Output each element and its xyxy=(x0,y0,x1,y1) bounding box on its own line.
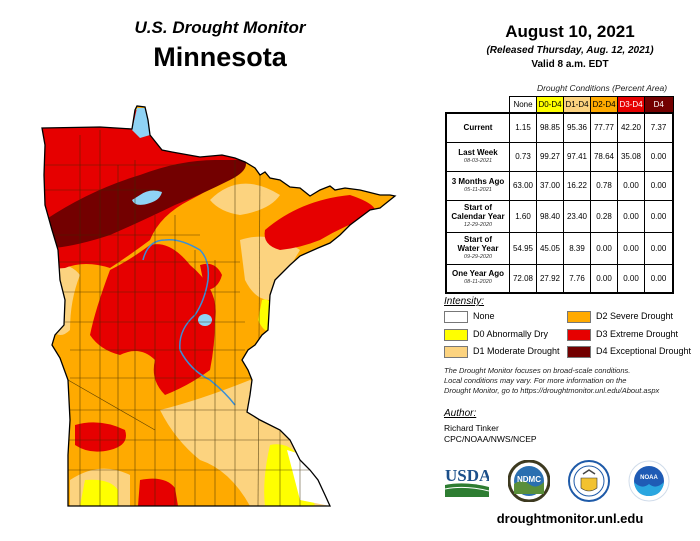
cell-d0-d4: 98.85 xyxy=(536,112,564,143)
cell-d2-d4: 0.28 xyxy=(590,199,618,233)
legend-item-d4: D4 Exceptional Drought xyxy=(567,345,691,358)
map-subtitle: U.S. Drought Monitor xyxy=(134,18,306,37)
row-date: 12-29-2020 xyxy=(463,221,493,228)
col-d3-d4: D3-D4 xyxy=(617,96,645,114)
col-d4: D4 xyxy=(644,96,674,114)
release-date: (Released Thursday, Aug. 12, 2021) xyxy=(486,45,654,56)
swatch-d3 xyxy=(567,328,591,341)
usda-logo-icon: USDA xyxy=(445,466,489,497)
cell-d0-d4: 37.00 xyxy=(536,170,564,201)
row-date: 05-11-2021 xyxy=(464,186,492,193)
drought-conditions-table: None D0-D4 D1-D4 D2-D4 D3-D4 D4 Current … xyxy=(445,96,674,294)
cell-d4: 7.37 xyxy=(644,112,674,143)
cell-d3-d4: 42.20 xyxy=(617,112,645,143)
cell-none: 1.60 xyxy=(509,199,537,233)
cell-d0-d4: 45.05 xyxy=(536,231,564,265)
legend-heading: Intensity: xyxy=(444,296,485,307)
ndmc-logo-icon: NDMC xyxy=(508,460,550,502)
cell-d0-d4: 27.92 xyxy=(536,263,564,294)
info-panel: August 10, 2021 (Released Thursday, Aug.… xyxy=(440,0,700,541)
legend-item-none: None xyxy=(444,310,495,323)
cell-d3-d4: 0.00 xyxy=(617,263,645,294)
header-blank xyxy=(446,97,510,114)
row-label: One Year Ago 08-11-2020 xyxy=(445,263,510,294)
cell-d1-d4: 7.76 xyxy=(563,263,591,294)
col-d0-d4: D0-D4 xyxy=(536,96,564,114)
col-d1-d4: D1-D4 xyxy=(563,96,591,114)
author-block: Richard Tinker CPC/NOAA/NWS/NCEP xyxy=(444,423,537,445)
table-row: Start of Calendar Year 12-29-2020 1.60 98.… xyxy=(445,199,674,233)
website-url[interactable]: droughtmonitor.unl.edu xyxy=(496,511,644,526)
col-none: None xyxy=(509,96,537,114)
cell-d0-d4: 99.27 xyxy=(536,141,564,172)
row-label: Last Week 08-03-2021 xyxy=(445,141,510,172)
cell-d1-d4: 16.22 xyxy=(563,170,591,201)
author-org: CPC/NOAA/NWS/NCEP xyxy=(444,434,537,444)
col-d2-d4: D2-D4 xyxy=(590,96,618,114)
cell-d1-d4: 23.40 xyxy=(563,199,591,233)
cell-d3-d4: 0.00 xyxy=(617,231,645,265)
swatch-d1 xyxy=(444,345,468,358)
swatch-none xyxy=(444,310,468,323)
author-heading: Author: xyxy=(444,408,477,419)
cell-d4: 0.00 xyxy=(644,141,674,172)
cell-d1-d4: 8.39 xyxy=(563,231,591,265)
cell-d0-d4: 98.40 xyxy=(536,199,564,233)
svg-text:USDA: USDA xyxy=(445,466,489,485)
swatch-d0 xyxy=(444,328,468,341)
cell-d4: 0.00 xyxy=(644,170,674,201)
cell-d2-d4: 0.00 xyxy=(590,263,618,294)
table-row: Current 1.15 98.85 95.36 77.77 42.20 7.3… xyxy=(445,112,674,143)
svg-text:NDMC: NDMC xyxy=(517,475,541,484)
cell-d3-d4: 0.00 xyxy=(617,170,645,201)
cell-d4: 0.00 xyxy=(644,231,674,265)
disclaimer-note: The Drought Monitor focuses on broad-sca… xyxy=(444,366,660,395)
row-label: Start of Water Year 09-29-2020 xyxy=(445,231,510,265)
cell-none: 0.73 xyxy=(509,141,537,172)
row-label: 3 Months Ago 05-11-2021 xyxy=(445,170,510,201)
legend-item-d1: D1 Moderate Drought xyxy=(444,345,560,358)
row-date: 09-29-2020 xyxy=(463,253,493,260)
row-label: Start of Calendar Year 12-29-2020 xyxy=(445,199,510,233)
valid-time: Valid 8 a.m. EDT xyxy=(531,59,609,70)
cell-none: 72.08 xyxy=(509,263,537,294)
state-title: Minnesota xyxy=(153,42,287,72)
cell-d2-d4: 78.64 xyxy=(590,141,618,172)
cell-d3-d4: 35.08 xyxy=(617,141,645,172)
cell-none: 63.00 xyxy=(509,170,537,201)
swatch-d2 xyxy=(567,310,591,323)
title-block: U.S. Drought Monitor Minnesota xyxy=(100,18,340,73)
cell-d3-d4: 0.00 xyxy=(617,199,645,233)
legend-item-d2: D2 Severe Drought xyxy=(567,310,673,323)
row-date: 08-03-2021 xyxy=(463,157,493,164)
table-header-row: None D0-D4 D1-D4 D2-D4 D3-D4 D4 xyxy=(446,96,674,114)
table-row: Start of Water Year 09-29-2020 54.95 45.05… xyxy=(445,231,674,265)
table-row: 3 Months Ago 05-11-2021 63.00 37.00 16.22… xyxy=(445,170,674,201)
legend-item-d3: D3 Extreme Drought xyxy=(567,328,678,341)
cell-none: 54.95 xyxy=(509,231,537,265)
row-date: 08-11-2020 xyxy=(464,279,492,286)
author-name: Richard Tinker xyxy=(444,423,499,433)
cell-d2-d4: 77.77 xyxy=(590,112,618,143)
table-row: One Year Ago 08-11-2020 72.08 27.92 7.76 … xyxy=(445,263,674,294)
table-caption: Drought Conditions (Percent Area) xyxy=(536,83,668,93)
drought-map xyxy=(41,105,397,507)
cell-none: 1.15 xyxy=(509,112,537,143)
swatch-d4 xyxy=(567,345,591,358)
cell-d4: 0.00 xyxy=(644,199,674,233)
cell-d2-d4: 0.00 xyxy=(590,231,618,265)
report-date: August 10, 2021 xyxy=(505,22,635,41)
cell-d2-d4: 0.78 xyxy=(590,170,618,201)
commerce-logo-icon xyxy=(568,460,610,502)
svg-text:NOAA: NOAA xyxy=(640,475,658,481)
table-row: Last Week 08-03-2021 0.73 99.27 97.41 78.… xyxy=(445,141,674,172)
row-label: Current xyxy=(445,112,510,143)
partner-logos: USDA NDMC NOAA xyxy=(440,460,700,505)
noaa-logo-icon: NOAA xyxy=(628,460,670,502)
legend-item-d0: D0 Abnormally Dry xyxy=(444,328,548,341)
cell-d4: 0.00 xyxy=(644,263,674,294)
state-outline xyxy=(41,105,397,507)
cell-d1-d4: 97.41 xyxy=(563,141,591,172)
cell-d1-d4: 95.36 xyxy=(563,112,591,143)
